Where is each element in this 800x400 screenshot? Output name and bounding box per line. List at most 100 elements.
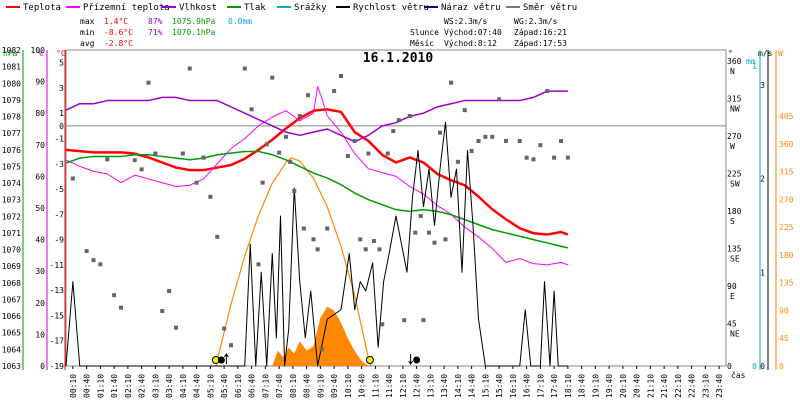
x-tick-23: 11:40 — [385, 374, 394, 398]
stat-min-value-2: 1070.1hPa — [172, 28, 216, 37]
x-tick-46: 23:10 — [701, 374, 710, 398]
wind-dir-point-11 — [160, 309, 165, 313]
wind-dir-point-55 — [418, 214, 423, 218]
wind-dir-point-31 — [292, 189, 297, 193]
radiation-tick-1: 45 — [779, 334, 789, 343]
x-tick-28: 14:10 — [454, 374, 463, 398]
wind-dir-point-61 — [449, 80, 453, 85]
wind-speed-unit: m/s — [758, 49, 773, 58]
temperature-tick-12: 3 — [59, 84, 64, 93]
moonrise-time: Východ:8:12 — [444, 39, 497, 48]
wind-dir-point-10 — [153, 151, 158, 156]
wind-dir-compass-8: N — [730, 67, 735, 76]
stat-max-value-3: 0.0mm — [228, 17, 252, 26]
wind-dir-compass-6: W — [730, 142, 735, 151]
wind-dir-point-42 — [352, 139, 357, 143]
temperature-tick-7: -5 — [54, 185, 64, 194]
wind-dir-point-5 — [112, 293, 117, 298]
x-tick-41: 20:40 — [633, 374, 642, 398]
x-tick-44: 22:10 — [674, 374, 683, 398]
legend-label-4: Srážky — [294, 3, 327, 13]
series-line-3 — [65, 150, 569, 249]
x-tick-25: 12:40 — [413, 374, 422, 398]
rain-tick-0: 0 — [752, 362, 757, 371]
sunset-time: Západ:16:21 — [514, 28, 567, 37]
wind-dir-point-9 — [146, 80, 151, 85]
wind-dir-point-66 — [483, 134, 488, 139]
x-tick-47: 23:40 — [715, 374, 724, 398]
x-tick-3: 01:40 — [110, 374, 119, 398]
temperature-tick-1: -17 — [50, 337, 65, 346]
pressure-tick-18: 1081 — [2, 63, 21, 72]
legend-label-3: Tlak — [244, 3, 266, 13]
x-tick-35: 17:40 — [550, 374, 559, 398]
wind-dir-point-20 — [222, 326, 227, 331]
wind-dir-point-44 — [363, 247, 368, 252]
wind-dir-compass-5: SW — [730, 180, 740, 189]
x-tick-7: 03:40 — [165, 374, 174, 398]
plot-frame — [65, 49, 727, 367]
humidity-tick-9: 90 — [35, 78, 45, 87]
humidity-tick-3: 30 — [35, 267, 45, 276]
x-tick-43: 21:40 — [660, 374, 669, 398]
x-tick-31: 15:40 — [495, 374, 504, 398]
humidity-tick-0: 0 — [40, 362, 45, 371]
pressure-tick-12: 1075 — [2, 162, 21, 171]
x-tick-13: 06:40 — [248, 374, 257, 398]
wind-dir-point-67 — [490, 134, 495, 139]
temperature-tick-5: -9 — [54, 236, 64, 245]
sunset-marker — [365, 356, 374, 364]
solar-bars-area — [272, 306, 369, 366]
wind-dir-point-60 — [443, 237, 448, 242]
wind-dir-point-28 — [277, 150, 282, 155]
wind-dir-point-22 — [242, 66, 247, 71]
x-tick-18: 09:10 — [316, 374, 325, 398]
legend-label-1: Přízemní teplota — [83, 3, 170, 13]
x-tick-30: 15:10 — [481, 374, 490, 398]
wind-dir-point-37 — [319, 347, 324, 352]
x-tick-34: 17:10 — [536, 374, 545, 398]
x-tick-16: 08:10 — [289, 374, 298, 398]
wind-dir-point-58 — [432, 240, 437, 245]
wind-dir-point-77 — [565, 155, 570, 160]
wind-dir-point-75 — [552, 155, 557, 160]
wind-dir-point-21 — [229, 343, 233, 348]
sunrise-time: Východ:07:40 — [444, 28, 502, 37]
stat-max-value-2: 1075.9hPa — [172, 17, 216, 26]
wind-dir-point-27 — [270, 75, 275, 80]
wind-dir-point-71 — [524, 155, 529, 160]
wind-dir-point-33 — [301, 226, 306, 231]
wind-dir-tick-1: 45 — [727, 320, 737, 329]
wind-dir-point-74 — [545, 89, 550, 93]
humidity-tick-10: 100 — [31, 46, 46, 55]
x-tick-38: 19:10 — [591, 374, 600, 398]
wind-dir-point-16 — [194, 180, 199, 185]
x-tick-5: 02:40 — [138, 374, 147, 398]
wind-dir-point-26 — [264, 142, 269, 147]
radiation-tick-3: 135 — [779, 279, 794, 288]
temperature-tick-3: -13 — [50, 286, 65, 295]
wind-dir-point-73 — [538, 143, 543, 148]
wind-speed-tick-0: 0 — [760, 362, 765, 371]
wind-dir-point-24 — [256, 262, 261, 267]
radiation-unit: W — [778, 49, 783, 58]
humidity-tick-6: 60 — [35, 172, 45, 181]
wind-dir-point-56 — [421, 318, 426, 323]
wind-dir-point-39 — [332, 89, 337, 93]
wind-dir-point-41 — [345, 154, 350, 158]
legend: Teplota Přízemní teplota Vlhkost Tlak Srážky… — [6, 3, 577, 13]
x-tick-10: 05:10 — [206, 374, 215, 398]
temperature-tick-4: -11 — [50, 261, 65, 270]
wind-dir-point-59 — [438, 130, 442, 135]
wind-dir-point-19 — [215, 234, 220, 239]
legend-label-7: Směr větru — [523, 3, 577, 13]
wind-dir-point-43 — [358, 237, 363, 242]
pressure-tick-6: 1069 — [2, 262, 21, 271]
wind-dir-point-68 — [497, 97, 502, 102]
legend-label-2: Vlhkost — [179, 3, 217, 13]
wind-dir-point-35 — [311, 237, 316, 242]
pressure-tick-14: 1077 — [2, 129, 21, 138]
x-tick-37: 18:40 — [578, 374, 587, 398]
